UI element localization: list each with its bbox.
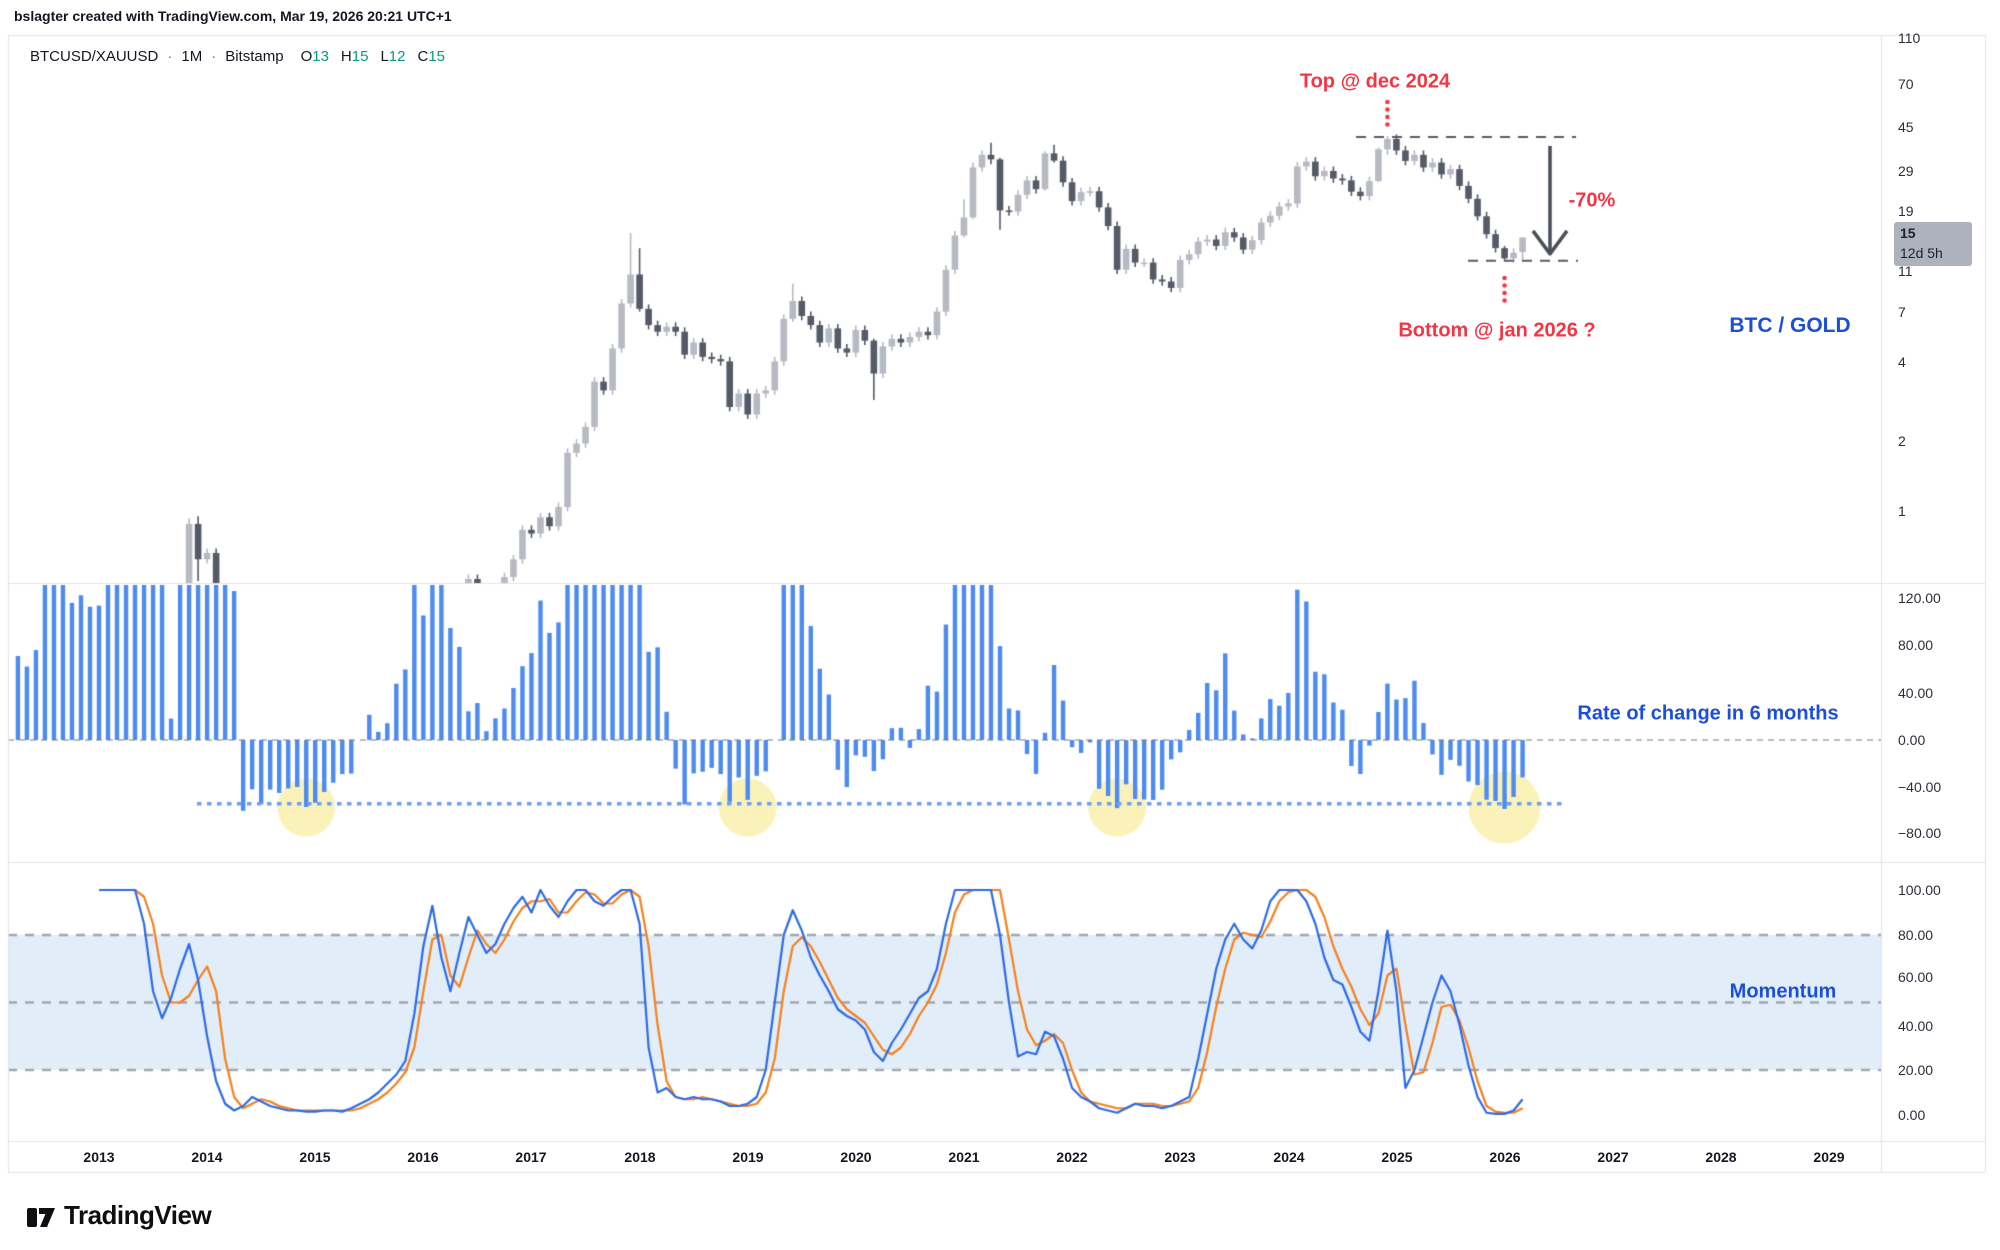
- momentum-axis-tick: 0.00: [1898, 1107, 1926, 1123]
- momentum-axis-tick: 100.00: [1898, 882, 1941, 898]
- year-tick: 2017: [515, 1149, 547, 1165]
- exchange-label: Bitstamp: [225, 48, 284, 65]
- credit-line: bslagter created with TradingView.com, M…: [14, 8, 452, 24]
- roc-axis-tick: −40.00: [1898, 779, 1942, 795]
- roc-pane-label: Rate of change in 6 months: [1577, 702, 1839, 725]
- ohlc-readout: O13 H15 L12 C15: [301, 48, 445, 65]
- year-tick: 2019: [732, 1149, 764, 1165]
- year-tick: 2015: [299, 1149, 331, 1165]
- main-axis-tick: 4: [1898, 354, 1906, 370]
- drawdown-annotation: -70%: [1568, 189, 1616, 212]
- year-tick: 2023: [1164, 1149, 1196, 1165]
- bottom-annotation: Bottom @ jan 2026 ?: [1398, 319, 1596, 342]
- year-tick: 2028: [1705, 1149, 1737, 1165]
- tradingview-wordmark: TradingView: [64, 1200, 212, 1230]
- year-tick: 2026: [1489, 1149, 1521, 1165]
- momentum-axis-tick: 20.00: [1898, 1062, 1934, 1078]
- roc-axis-tick: 40.00: [1898, 685, 1934, 701]
- year-tick: 2024: [1273, 1149, 1305, 1165]
- legend-separator: ·: [167, 48, 173, 65]
- roc-axis-tick: −80.00: [1898, 825, 1942, 841]
- open-readout: O13: [300, 48, 329, 65]
- momentum-axis-tick: 40.00: [1898, 1018, 1934, 1034]
- main-axis-tick: 2: [1898, 433, 1906, 449]
- pair-label: BTC / GOLD: [1729, 314, 1851, 337]
- main-axis-tick: 70: [1898, 76, 1914, 92]
- year-tick: 2020: [840, 1149, 872, 1165]
- tradingview-glyph-icon: [27, 1207, 55, 1227]
- bar-countdown: 12d 5h: [1900, 244, 1943, 261]
- close-readout: C15: [417, 48, 446, 65]
- interval-label: 1M: [181, 48, 203, 65]
- year-tick: 2029: [1813, 1149, 1845, 1165]
- roc-axis-tick: 120.00: [1898, 590, 1941, 606]
- year-tick: 2022: [1056, 1149, 1088, 1165]
- symbol-name: BTCUSD/XAUUSD: [30, 48, 159, 65]
- symbol-legend[interactable]: BTCUSD/XAUUSD · 1M · Bitstamp O13 H15 L1…: [30, 48, 445, 65]
- last-price-value: 15: [1900, 225, 1916, 241]
- year-tick: 2016: [407, 1149, 439, 1165]
- momentum-axis-tick: 80.00: [1898, 927, 1934, 943]
- momentum-pane-label: Momentum: [1729, 980, 1837, 1003]
- year-tick: 2013: [83, 1149, 115, 1165]
- momentum-axis-tick: 60.00: [1898, 969, 1934, 985]
- main-axis-tick: 11: [1898, 263, 1913, 279]
- last-price-badge: 15 12d 5h: [1894, 222, 1972, 266]
- year-tick: 2027: [1597, 1149, 1629, 1165]
- low-readout: L12: [380, 48, 406, 65]
- year-tick: 2014: [191, 1149, 223, 1165]
- main-axis-tick: 29: [1898, 163, 1914, 179]
- legend-separator2: ·: [211, 48, 217, 65]
- main-axis-tick: 19: [1898, 203, 1914, 219]
- year-tick: 2021: [948, 1149, 980, 1165]
- tradingview-logo[interactable]: TradingView: [26, 1200, 212, 1231]
- year-tick: 2018: [624, 1149, 656, 1165]
- top-annotation: Top @ dec 2024: [1299, 70, 1451, 93]
- roc-axis-tick: 0.00: [1898, 732, 1926, 748]
- high-readout: H15: [340, 48, 369, 65]
- main-axis-tick: 1: [1898, 503, 1906, 519]
- main-axis-tick: 45: [1898, 119, 1914, 135]
- main-axis-tick: 7: [1898, 304, 1906, 320]
- year-tick: 2025: [1381, 1149, 1413, 1165]
- roc-axis-tick: 80.00: [1898, 637, 1934, 653]
- main-axis-tick: 110: [1898, 30, 1921, 46]
